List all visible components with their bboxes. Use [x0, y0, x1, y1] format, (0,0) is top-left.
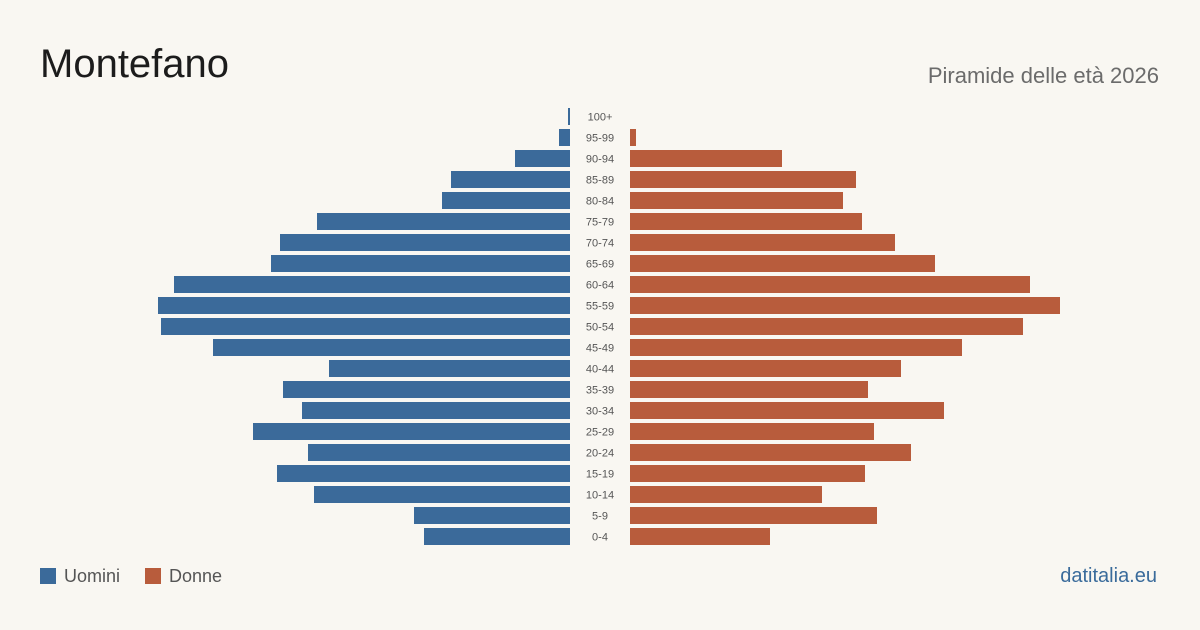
- age-label-35-39: 35-39: [586, 385, 614, 397]
- bar-women-25-29: [630, 423, 874, 440]
- bar-women-90-94: [630, 150, 782, 167]
- age-label-5-9: 5-9: [592, 511, 608, 523]
- legend-item-men: Uomini: [40, 565, 120, 587]
- source-link[interactable]: datitalia.eu: [1060, 565, 1157, 587]
- bar-men-100+: [568, 108, 570, 125]
- bar-women-50-54: [630, 318, 1023, 335]
- bar-men-85-89: [451, 171, 570, 188]
- bar-women-5-9: [630, 507, 877, 524]
- chart-title: Montefano: [40, 42, 230, 86]
- bar-women-20-24: [630, 444, 911, 461]
- age-label-100+: 100+: [588, 112, 613, 124]
- bar-women-65-69: [630, 255, 935, 272]
- legend: Uomini Donne: [40, 565, 247, 587]
- bar-men-20-24: [308, 444, 570, 461]
- bar-men-40-44: [329, 360, 570, 377]
- legend-label-women: Donne: [169, 566, 223, 586]
- bar-men-75-79: [317, 213, 570, 230]
- age-label-65-69: 65-69: [586, 259, 614, 271]
- age-label-85-89: 85-89: [586, 175, 614, 187]
- bar-women-15-19: [630, 465, 865, 482]
- age-label-15-19: 15-19: [586, 469, 614, 481]
- bar-men-45-49: [213, 339, 570, 356]
- bar-men-30-34: [302, 402, 570, 419]
- legend-swatch-men: [40, 568, 56, 584]
- chart-subtitle: Piramide delle età 2026: [927, 63, 1159, 88]
- bar-men-0-4: [424, 528, 570, 545]
- bar-men-35-39: [283, 381, 570, 398]
- age-label-30-34: 30-34: [586, 406, 614, 418]
- age-label-55-59: 55-59: [586, 301, 614, 313]
- bar-men-10-14: [314, 486, 570, 503]
- bar-men-60-64: [174, 276, 570, 293]
- age-label-45-49: 45-49: [586, 343, 614, 355]
- age-label-40-44: 40-44: [586, 364, 614, 376]
- legend-label-men: Uomini: [64, 566, 121, 586]
- age-label-10-14: 10-14: [586, 490, 614, 502]
- bar-women-10-14: [630, 486, 822, 503]
- age-label-75-79: 75-79: [586, 217, 614, 229]
- bar-women-45-49: [630, 339, 962, 356]
- legend-item-women: Donne: [145, 565, 222, 587]
- bar-women-70-74: [630, 234, 895, 251]
- bar-men-80-84: [442, 192, 570, 209]
- bar-women-95-99: [630, 129, 636, 146]
- bar-men-5-9: [414, 507, 570, 524]
- age-label-80-84: 80-84: [586, 196, 614, 208]
- bar-women-75-79: [630, 213, 862, 230]
- bar-men-15-19: [277, 465, 570, 482]
- bar-women-0-4: [630, 528, 770, 545]
- bar-women-60-64: [630, 276, 1030, 293]
- bar-women-30-34: [630, 402, 944, 419]
- bar-women-55-59: [630, 297, 1060, 314]
- bar-women-35-39: [630, 381, 868, 398]
- bar-men-25-29: [253, 423, 570, 440]
- age-label-60-64: 60-64: [586, 280, 614, 292]
- age-label-95-99: 95-99: [586, 133, 614, 145]
- bar-men-65-69: [271, 255, 570, 272]
- age-label-50-54: 50-54: [586, 322, 614, 334]
- bar-men-50-54: [161, 318, 570, 335]
- legend-swatch-women: [145, 568, 162, 584]
- bar-women-80-84: [630, 192, 843, 209]
- bar-men-70-74: [280, 234, 570, 251]
- age-label-70-74: 70-74: [586, 238, 614, 250]
- age-label-0-4: 0-4: [592, 532, 608, 544]
- age-label-25-29: 25-29: [586, 427, 614, 439]
- bar-women-40-44: [630, 360, 901, 377]
- bar-men-95-99: [559, 129, 570, 146]
- bar-men-55-59: [158, 297, 570, 314]
- age-label-20-24: 20-24: [586, 448, 614, 460]
- bar-women-85-89: [630, 171, 856, 188]
- age-label-90-94: 90-94: [586, 154, 614, 166]
- bar-men-90-94: [515, 150, 570, 167]
